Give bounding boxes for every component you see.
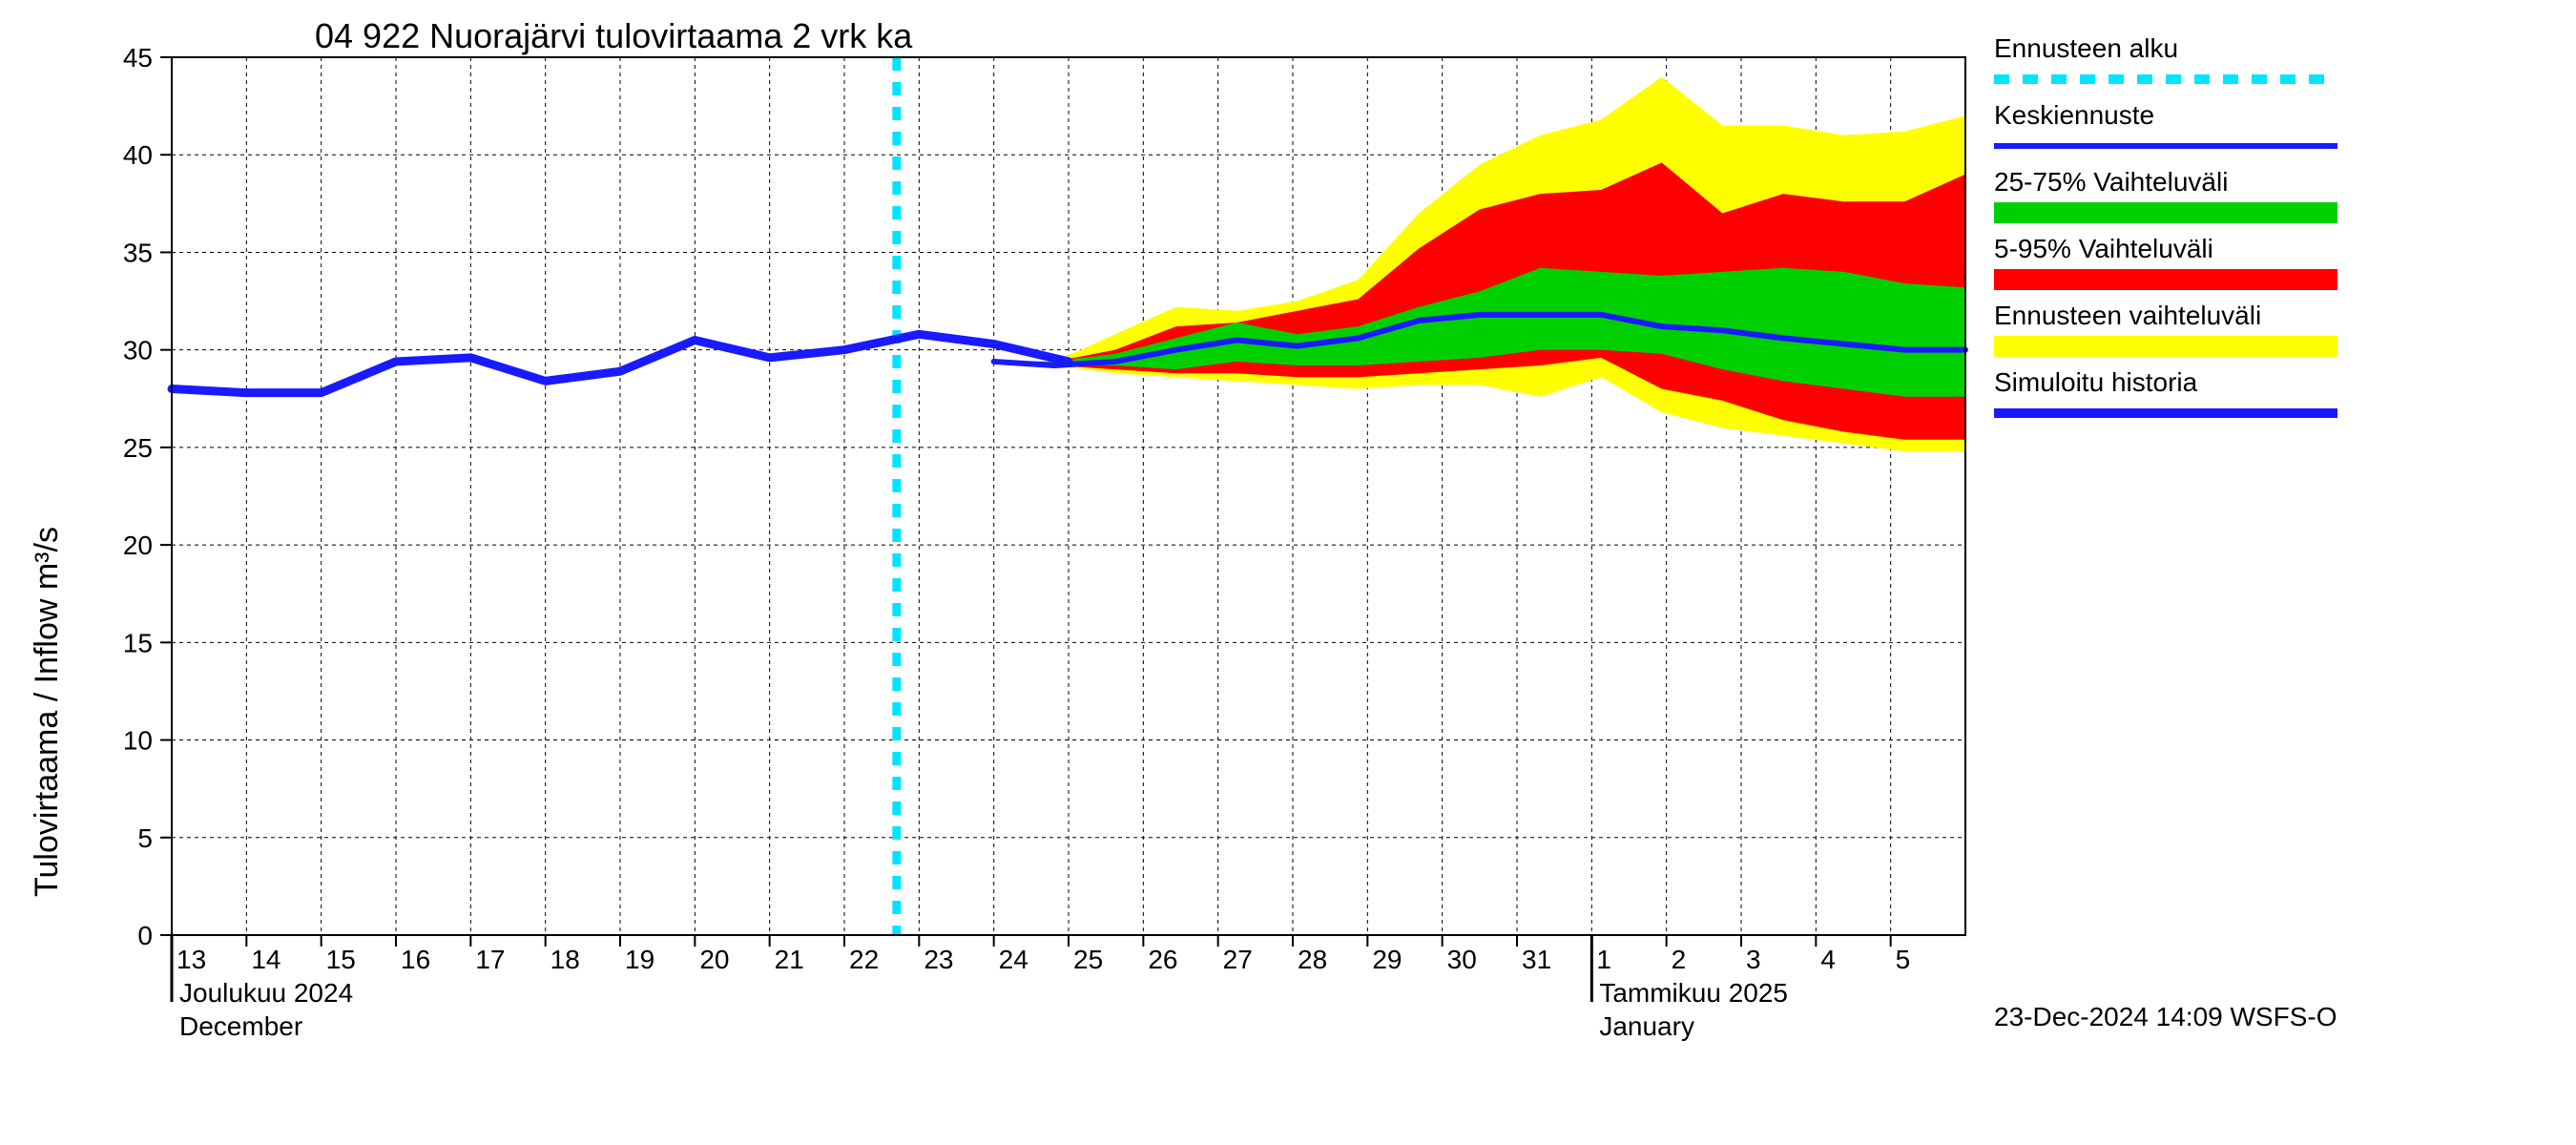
xtick-label: 18	[551, 945, 580, 974]
xtick-label: 30	[1447, 945, 1477, 974]
ytick-label: 30	[123, 336, 153, 365]
month-label-right-top: Tammikuu 2025	[1599, 978, 1788, 1008]
legend-5-95-label: 5-95% Vaihteluväli	[1994, 234, 2213, 263]
ytick-label: 0	[137, 921, 153, 950]
xtick-label: 3	[1746, 945, 1761, 974]
xtick-label: 4	[1820, 945, 1836, 974]
month-label-right-bottom: January	[1599, 1011, 1694, 1041]
xtick-label: 19	[625, 945, 654, 974]
chart-title: 04 922 Nuorajärvi tulovirtaama 2 vrk ka	[315, 16, 913, 55]
ytick-label: 45	[123, 43, 153, 73]
xtick-label: 20	[699, 945, 729, 974]
xtick-label: 28	[1298, 945, 1327, 974]
xtick-label: 13	[177, 945, 206, 974]
xtick-label: 15	[326, 945, 356, 974]
chart-container: 0510152025303540451314151617181920212223…	[0, 0, 2576, 1145]
ytick-label: 25	[123, 433, 153, 463]
xtick-label: 24	[999, 945, 1028, 974]
xtick-label: 14	[251, 945, 280, 974]
xtick-label: 31	[1522, 945, 1551, 974]
xtick-label: 25	[1073, 945, 1103, 974]
y-axis-label: Tulovirtaama / Inflow m³/s	[29, 527, 65, 897]
xtick-label: 1	[1596, 945, 1611, 974]
ytick-label: 35	[123, 238, 153, 267]
ytick-label: 10	[123, 726, 153, 756]
xtick-label: 17	[475, 945, 505, 974]
chart-svg: 0510152025303540451314151617181920212223…	[0, 0, 2576, 1145]
xtick-label: 23	[924, 945, 953, 974]
xtick-label: 22	[849, 945, 879, 974]
xtick-label: 26	[1148, 945, 1177, 974]
legend-history-label: Simuloitu historia	[1994, 367, 2198, 397]
xtick-label: 29	[1372, 945, 1402, 974]
xtick-label: 5	[1896, 945, 1911, 974]
month-label-left-bottom: December	[179, 1011, 302, 1041]
legend-ennusteen-alku-label: Ennusteen alku	[1994, 33, 2178, 63]
footer-text: 23-Dec-2024 14:09 WSFS-O	[1994, 1002, 2337, 1031]
legend-keskiennuste-label: Keskiennuste	[1994, 100, 2154, 130]
month-label-left-top: Joulukuu 2024	[179, 978, 353, 1008]
xtick-label: 21	[775, 945, 804, 974]
xtick-label: 2	[1672, 945, 1687, 974]
ytick-label: 20	[123, 531, 153, 560]
legend-full-range-label: Ennusteen vaihteluväli	[1994, 301, 2261, 330]
xtick-label: 16	[401, 945, 430, 974]
ytick-label: 15	[123, 628, 153, 657]
xtick-label: 27	[1223, 945, 1253, 974]
legend-25-75-label: 25-75% Vaihteluväli	[1994, 167, 2228, 197]
ytick-label: 40	[123, 140, 153, 170]
ytick-label: 5	[137, 823, 153, 853]
